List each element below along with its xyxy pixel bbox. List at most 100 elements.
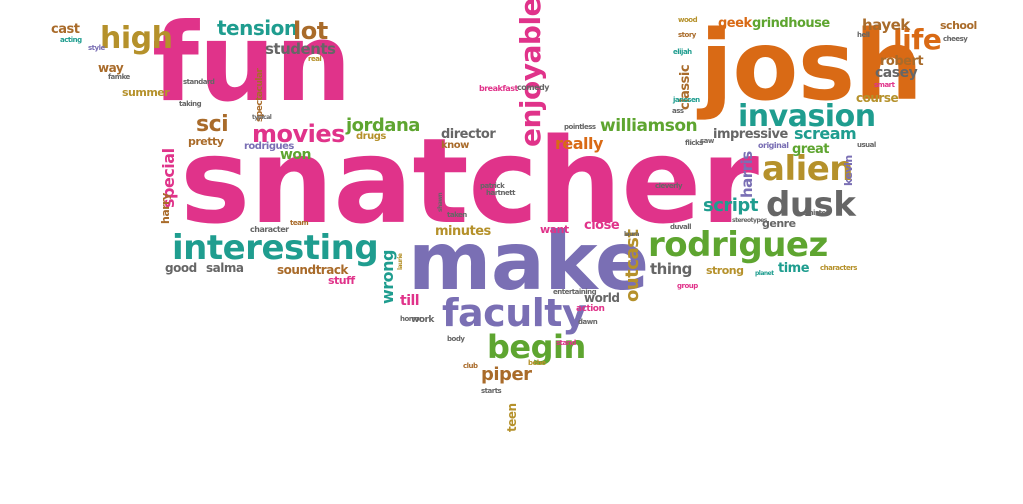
word-great: great	[792, 142, 830, 157]
word-story: wood	[678, 16, 698, 24]
word-time: script	[703, 195, 758, 216]
word-movies: movies	[252, 120, 345, 148]
word-summer: stuff	[328, 274, 355, 287]
word-kevin: piper	[481, 364, 532, 385]
word-teen: summer	[122, 86, 170, 99]
word-rodrigues: drugs	[356, 131, 386, 142]
word-action: want	[540, 223, 569, 236]
word-smart: cleverly	[655, 182, 683, 190]
word-famke: famke	[108, 73, 130, 81]
word-williamson: williamson	[600, 116, 698, 136]
word-wrong: way	[98, 61, 124, 75]
word-shawn: typical	[252, 114, 272, 121]
word-body: body	[447, 335, 465, 343]
word-high: high	[100, 21, 173, 56]
word-know: rodrigues	[244, 141, 294, 152]
word-rodriguez: rodriguez	[648, 225, 828, 265]
word-duvall: dawn	[578, 318, 598, 326]
word-original: saw	[700, 137, 714, 145]
word-breakfast: breakfast	[479, 84, 518, 93]
word-begin: begin	[487, 328, 586, 366]
word-entertaining: laurie	[397, 253, 404, 270]
word-hartnett: character	[250, 225, 289, 234]
word-close: thing	[650, 260, 692, 278]
word-pretty: jordana	[346, 115, 420, 136]
word-hell: usual	[857, 141, 876, 149]
word-tension: tension	[217, 16, 298, 40]
word-fun: fun	[152, 1, 352, 126]
word-stuff: outcast	[622, 229, 643, 302]
word-flicks: janssen	[673, 96, 700, 104]
word-school: school	[940, 19, 977, 32]
word-robert: robert	[880, 54, 924, 69]
word-enjoyable: soundtrack	[277, 263, 348, 277]
word-cast: cast	[51, 22, 80, 37]
word-classic: salma	[206, 261, 244, 275]
word-genre: kevin	[842, 155, 855, 186]
word-world: time	[778, 261, 810, 276]
word-acting: acting	[60, 36, 82, 44]
word-janssen: ass	[672, 107, 684, 115]
word-planet: planet	[755, 270, 774, 277]
word-team: horror	[400, 315, 422, 323]
word-saw: flicks	[685, 139, 703, 147]
word-invasion: invasion	[738, 99, 876, 134]
word-students: students	[265, 40, 336, 58]
word-snatcher: snatcher	[180, 112, 759, 250]
word-special: teen	[505, 403, 519, 432]
word-harry: work	[411, 315, 434, 325]
word-hayek: hayek	[862, 16, 910, 34]
word-sinister: sinister	[803, 209, 829, 217]
word-stand: stand	[556, 339, 576, 347]
word-stereotypes: duvall	[670, 223, 692, 231]
word-lot: lot	[293, 17, 328, 45]
word-comedy: comedy	[517, 83, 549, 92]
word-till: harry	[159, 193, 172, 224]
word-elijah: elijah	[673, 48, 692, 56]
word-salma: wrong	[378, 249, 397, 304]
word-jordana: harris	[738, 151, 756, 198]
word-dusk: dusk	[766, 185, 856, 225]
word-faculty: faculty	[442, 291, 587, 335]
word-way: world	[584, 291, 620, 305]
word-taken: patrick	[480, 182, 505, 190]
word-soundtrack: genre	[762, 217, 796, 230]
word-want: strong	[706, 264, 744, 277]
word-scream: scream	[794, 124, 857, 143]
word-good: minutes	[435, 224, 491, 239]
word-interesting: interesting	[172, 228, 379, 268]
word-casey: casey	[875, 65, 918, 81]
word-real: standard	[183, 78, 215, 86]
word-laurie: hartnett	[486, 189, 515, 197]
word-horror: pointless	[564, 123, 596, 131]
word-outcast: action	[576, 304, 605, 314]
word-impressive: impressive	[713, 127, 788, 142]
word-life: life	[893, 23, 942, 56]
word-starts: starts	[481, 387, 502, 395]
word-enjoys: laura	[624, 231, 639, 238]
word-taking: cheesy	[943, 35, 968, 43]
word-geek: geek	[718, 16, 752, 31]
word-cleverly: original	[758, 141, 789, 150]
word-course: course	[856, 91, 899, 105]
word-club: club	[463, 362, 478, 370]
word-won: sci	[196, 112, 229, 137]
word-harris: good	[165, 261, 197, 275]
word-dawn: taken	[447, 211, 467, 219]
word-meanwhile: stereotypes	[732, 217, 767, 224]
word-patrick: team	[290, 219, 309, 227]
word-strong: really	[555, 134, 603, 153]
word-josh: josh	[700, 10, 923, 122]
word-really: won	[280, 147, 312, 163]
word-piper: till	[400, 293, 420, 309]
word-grindhouse: grindhouse	[752, 16, 830, 31]
word-laura: entertaining	[553, 288, 597, 296]
word-characters: characters	[820, 264, 857, 272]
word-sci: enjoyable	[514, 0, 547, 147]
word-standard: smart	[874, 81, 895, 89]
word-bebe: bebe	[528, 359, 546, 367]
word-typical: taking	[179, 100, 202, 108]
word-make: make	[408, 215, 649, 308]
word-alien: alien	[762, 149, 854, 189]
